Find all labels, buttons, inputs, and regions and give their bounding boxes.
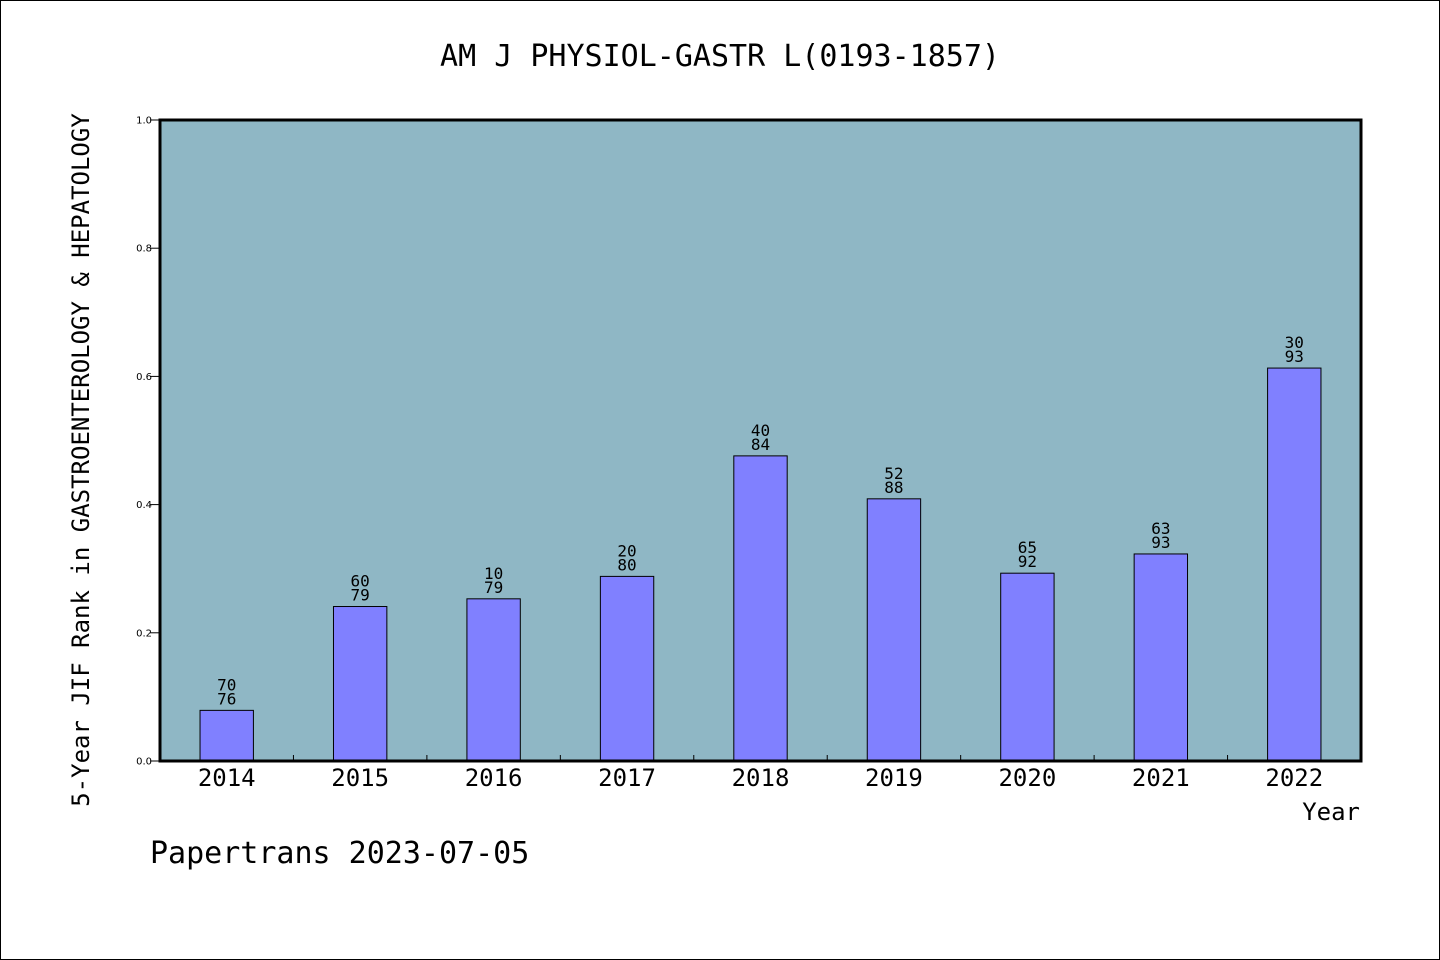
y-tick-label: 0.4	[136, 500, 152, 511]
bar-2019	[866, 498, 922, 762]
bar-2022	[1267, 367, 1322, 762]
bar-2015	[332, 606, 388, 762]
bar-label-rank-2018: 40	[751, 421, 770, 440]
bar-label-total-2021: 93	[1151, 533, 1170, 552]
bar-label-total-2017: 80	[617, 555, 636, 574]
x-tick-label-2017: 2017	[598, 764, 656, 792]
y-tick-label: 1.0	[136, 116, 152, 127]
chart-title: AM J PHYSIOL-GASTR L(0193-1857)	[440, 39, 1000, 74]
bar-label-total-2014: 76	[217, 689, 236, 708]
bar-label-rank-2020: 65	[1018, 538, 1037, 557]
x-tick-label-2021: 2021	[1132, 764, 1190, 792]
bar-label-rank-2021: 63	[1151, 519, 1170, 538]
bar-label-total-2018: 84	[751, 435, 770, 454]
bars-group	[199, 367, 1322, 762]
bar-label-total-2015: 79	[351, 586, 370, 605]
bar-2017	[599, 575, 655, 762]
x-tick-label-2019: 2019	[865, 764, 923, 792]
y-tick-label: 0.0	[136, 757, 152, 768]
y-tick-label: 0.8	[136, 244, 152, 255]
x-tick-label-2016: 2016	[465, 764, 523, 792]
y-axis-label: 5-Year JIF Rank in GASTROENTEROLOGY & HE…	[67, 113, 95, 807]
bar-label-total-2016: 79	[484, 578, 503, 597]
x-tick-label-2014: 2014	[198, 764, 256, 792]
x-tick-label-2015: 2015	[331, 764, 389, 792]
x-axis-label: Year	[1302, 798, 1360, 826]
bar-label-total-2022: 93	[1285, 347, 1304, 366]
bar-2018	[733, 455, 788, 762]
x-axis: 2014 2015 2016 2017 2018 2019 2020 2021 2022	[198, 755, 1323, 792]
bar-label-rank-2015: 60	[351, 572, 370, 591]
x-tick-label-2022: 2022	[1265, 764, 1323, 792]
bar-label-total-2020: 92	[1018, 552, 1037, 571]
bar-2016	[466, 598, 521, 762]
bar-label-rank-2022: 30	[1285, 333, 1304, 352]
bar-label-rank-2016: 10	[484, 564, 503, 583]
y-axis: 0.0 0.2 0.4 0.6 0.8 1.0	[136, 116, 160, 768]
x-tick-label-2020: 2020	[998, 764, 1056, 792]
bar-label-rank-2017: 20	[617, 541, 636, 560]
bar-label-rank-2014: 70	[217, 675, 236, 694]
footer-credit: Papertrans 2023-07-05	[150, 836, 529, 871]
y-tick-label: 0.6	[136, 372, 152, 383]
bar-2014	[199, 709, 254, 762]
bar-label-total-2019: 88	[884, 478, 903, 497]
bar-2020	[1000, 572, 1055, 762]
bar-2021	[1133, 553, 1189, 762]
x-tick-label-2018: 2018	[732, 764, 790, 792]
y-tick-label: 0.2	[136, 628, 152, 639]
bar-label-rank-2019: 52	[884, 464, 903, 483]
plot-border	[158, 118, 1363, 763]
